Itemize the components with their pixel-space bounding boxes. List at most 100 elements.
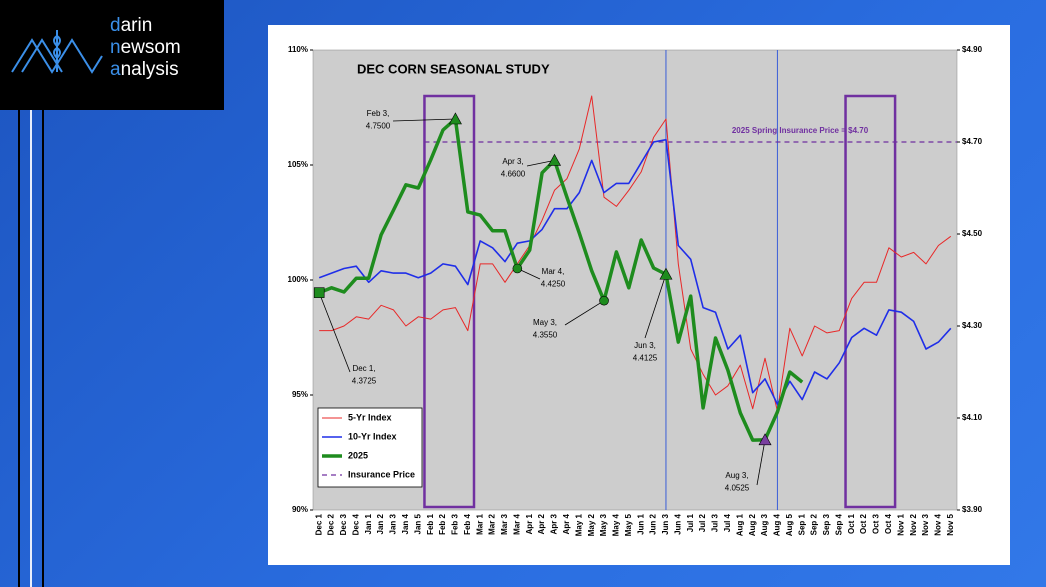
x-tick-label: Sep 1: [797, 513, 806, 535]
logo: darin newsom analysis: [0, 0, 224, 110]
x-tick-label: Apr 3: [550, 513, 559, 534]
annotation-marker: [659, 267, 673, 280]
annotation-text: Jun 3,: [634, 341, 656, 350]
annotation-marker: [547, 153, 562, 166]
annotation-leader: [644, 274, 667, 339]
annotation-text: 4.4125: [633, 354, 658, 363]
x-tick-label: Jun 2: [649, 513, 658, 534]
x-tick-label: Aug 2: [748, 513, 757, 536]
annotation-leader: [526, 160, 555, 167]
x-tick-label: Oct 2: [859, 513, 868, 534]
x-tick-label: Dec 2: [327, 513, 336, 535]
series-line: [318, 138, 952, 405]
x-tick-label: Jul 3: [711, 513, 720, 532]
x-tick-label: Feb 1: [426, 513, 435, 534]
x-tick-label: Oct 4: [884, 513, 893, 534]
annotation-marker: [512, 263, 523, 274]
x-tick-label: Jul 2: [698, 513, 707, 532]
x-tick-label: Jan 4: [401, 513, 410, 534]
highlight-box: [423, 94, 476, 509]
x-tick-label: Aug 1: [735, 513, 744, 536]
legend-label: Insurance Price: [348, 469, 415, 479]
decor-line: [30, 110, 32, 587]
y-tick-label: 90%: [292, 505, 308, 514]
x-tick-label: Sep 4: [834, 513, 843, 535]
logo-word: darin: [110, 15, 153, 36]
x-tick-label: Apr 1: [525, 513, 534, 534]
x-tick-label: Mar 4: [512, 513, 521, 534]
x-tick-label: Jun 1: [636, 513, 645, 534]
logo-word: newsom: [110, 37, 181, 58]
x-tick-label: Jul 1: [686, 513, 695, 532]
annotation-marker: [758, 433, 772, 446]
x-tick-label: Jan 1: [364, 513, 373, 534]
y2-tick-label: $4.50: [962, 229, 983, 238]
annotation-text: 4.3725: [352, 377, 377, 386]
insurance-label: 2025 Spring Insurance Price = $4.70: [732, 126, 869, 135]
annotation-text: 4.4250: [541, 280, 566, 289]
x-tick-label: Mar 1: [475, 513, 484, 534]
x-tick-label: Feb 4: [463, 513, 472, 534]
x-tick-label: Nov 4: [934, 513, 943, 535]
x-tick-label: Mar 3: [500, 513, 509, 534]
x-tick-label: Jun 3: [661, 513, 670, 534]
annotation-marker: [448, 112, 462, 125]
x-tick-label: May 2: [587, 513, 596, 536]
y-tick-label: 95%: [292, 390, 308, 399]
logo-icon: [11, 30, 103, 74]
x-tick-label: Feb 2: [438, 513, 447, 534]
annotation-text: Apr 3,: [502, 157, 523, 166]
y2-tick-label: $4.30: [962, 321, 983, 330]
x-tick-label: Sep 2: [810, 513, 819, 535]
series-line: [318, 117, 804, 442]
annotation-text: 4.3550: [533, 331, 558, 340]
annotation-text: 4.0525: [725, 484, 750, 493]
annotation-leader: [564, 300, 605, 326]
x-tick-label: Nov 5: [946, 513, 955, 535]
decor-line: [42, 110, 44, 587]
annotation-text: Feb 3,: [367, 109, 390, 118]
x-tick-label: Nov 1: [896, 513, 905, 535]
x-tick-label: Jan 5: [413, 513, 422, 534]
annotation-text: May 3,: [533, 318, 557, 327]
y2-tick-label: $4.10: [962, 413, 983, 422]
y-tick-label: 105%: [288, 160, 308, 169]
x-tick-label: Aug 5: [785, 513, 794, 536]
x-tick-label: Dec 1: [314, 513, 323, 535]
y-tick-label: 110%: [288, 45, 308, 54]
x-tick-label: Nov 2: [909, 513, 918, 535]
y2-tick-label: $4.90: [962, 45, 983, 54]
y2-tick-label: $4.70: [962, 137, 983, 146]
decor-line: [18, 110, 20, 587]
legend-label: 10-Yr Index: [348, 431, 397, 441]
x-tick-label: Apr 2: [537, 513, 546, 534]
logo-word: analysis: [110, 59, 179, 80]
annotation-text: Mar 4,: [542, 267, 565, 276]
annotation-marker: [599, 295, 609, 306]
annotation-leader: [392, 118, 456, 122]
legend-label: 5-Yr Index: [348, 412, 392, 422]
legend-label: 2025: [348, 450, 368, 460]
x-tick-label: May 3: [599, 513, 608, 536]
y2-tick-label: $3.90: [962, 505, 983, 514]
legend-box: [317, 407, 423, 488]
highlight-box: [844, 94, 897, 509]
x-tick-label: Jul 4: [723, 513, 732, 532]
x-tick-label: Apr 4: [562, 513, 571, 534]
annotation-leader: [756, 439, 766, 486]
x-tick-label: May 5: [624, 513, 633, 536]
x-tick-label: Aug 3: [760, 513, 769, 536]
logo-text: darin newsom analysis: [110, 15, 181, 81]
x-tick-label: Aug 4: [773, 513, 782, 536]
x-tick-label: Jan 3: [389, 513, 398, 534]
x-tick-label: Jan 2: [376, 513, 385, 534]
annotation-text: 4.7500: [366, 122, 391, 131]
x-tick-label: Jun 4: [673, 513, 682, 534]
x-tick-label: Dec 3: [339, 513, 348, 535]
chart-title: DEC CORN SEASONAL STUDY: [357, 61, 550, 76]
x-tick-label: Nov 3: [921, 513, 930, 535]
x-tick-label: Mar 2: [488, 513, 497, 534]
annotation-text: 4.6600: [501, 170, 526, 179]
